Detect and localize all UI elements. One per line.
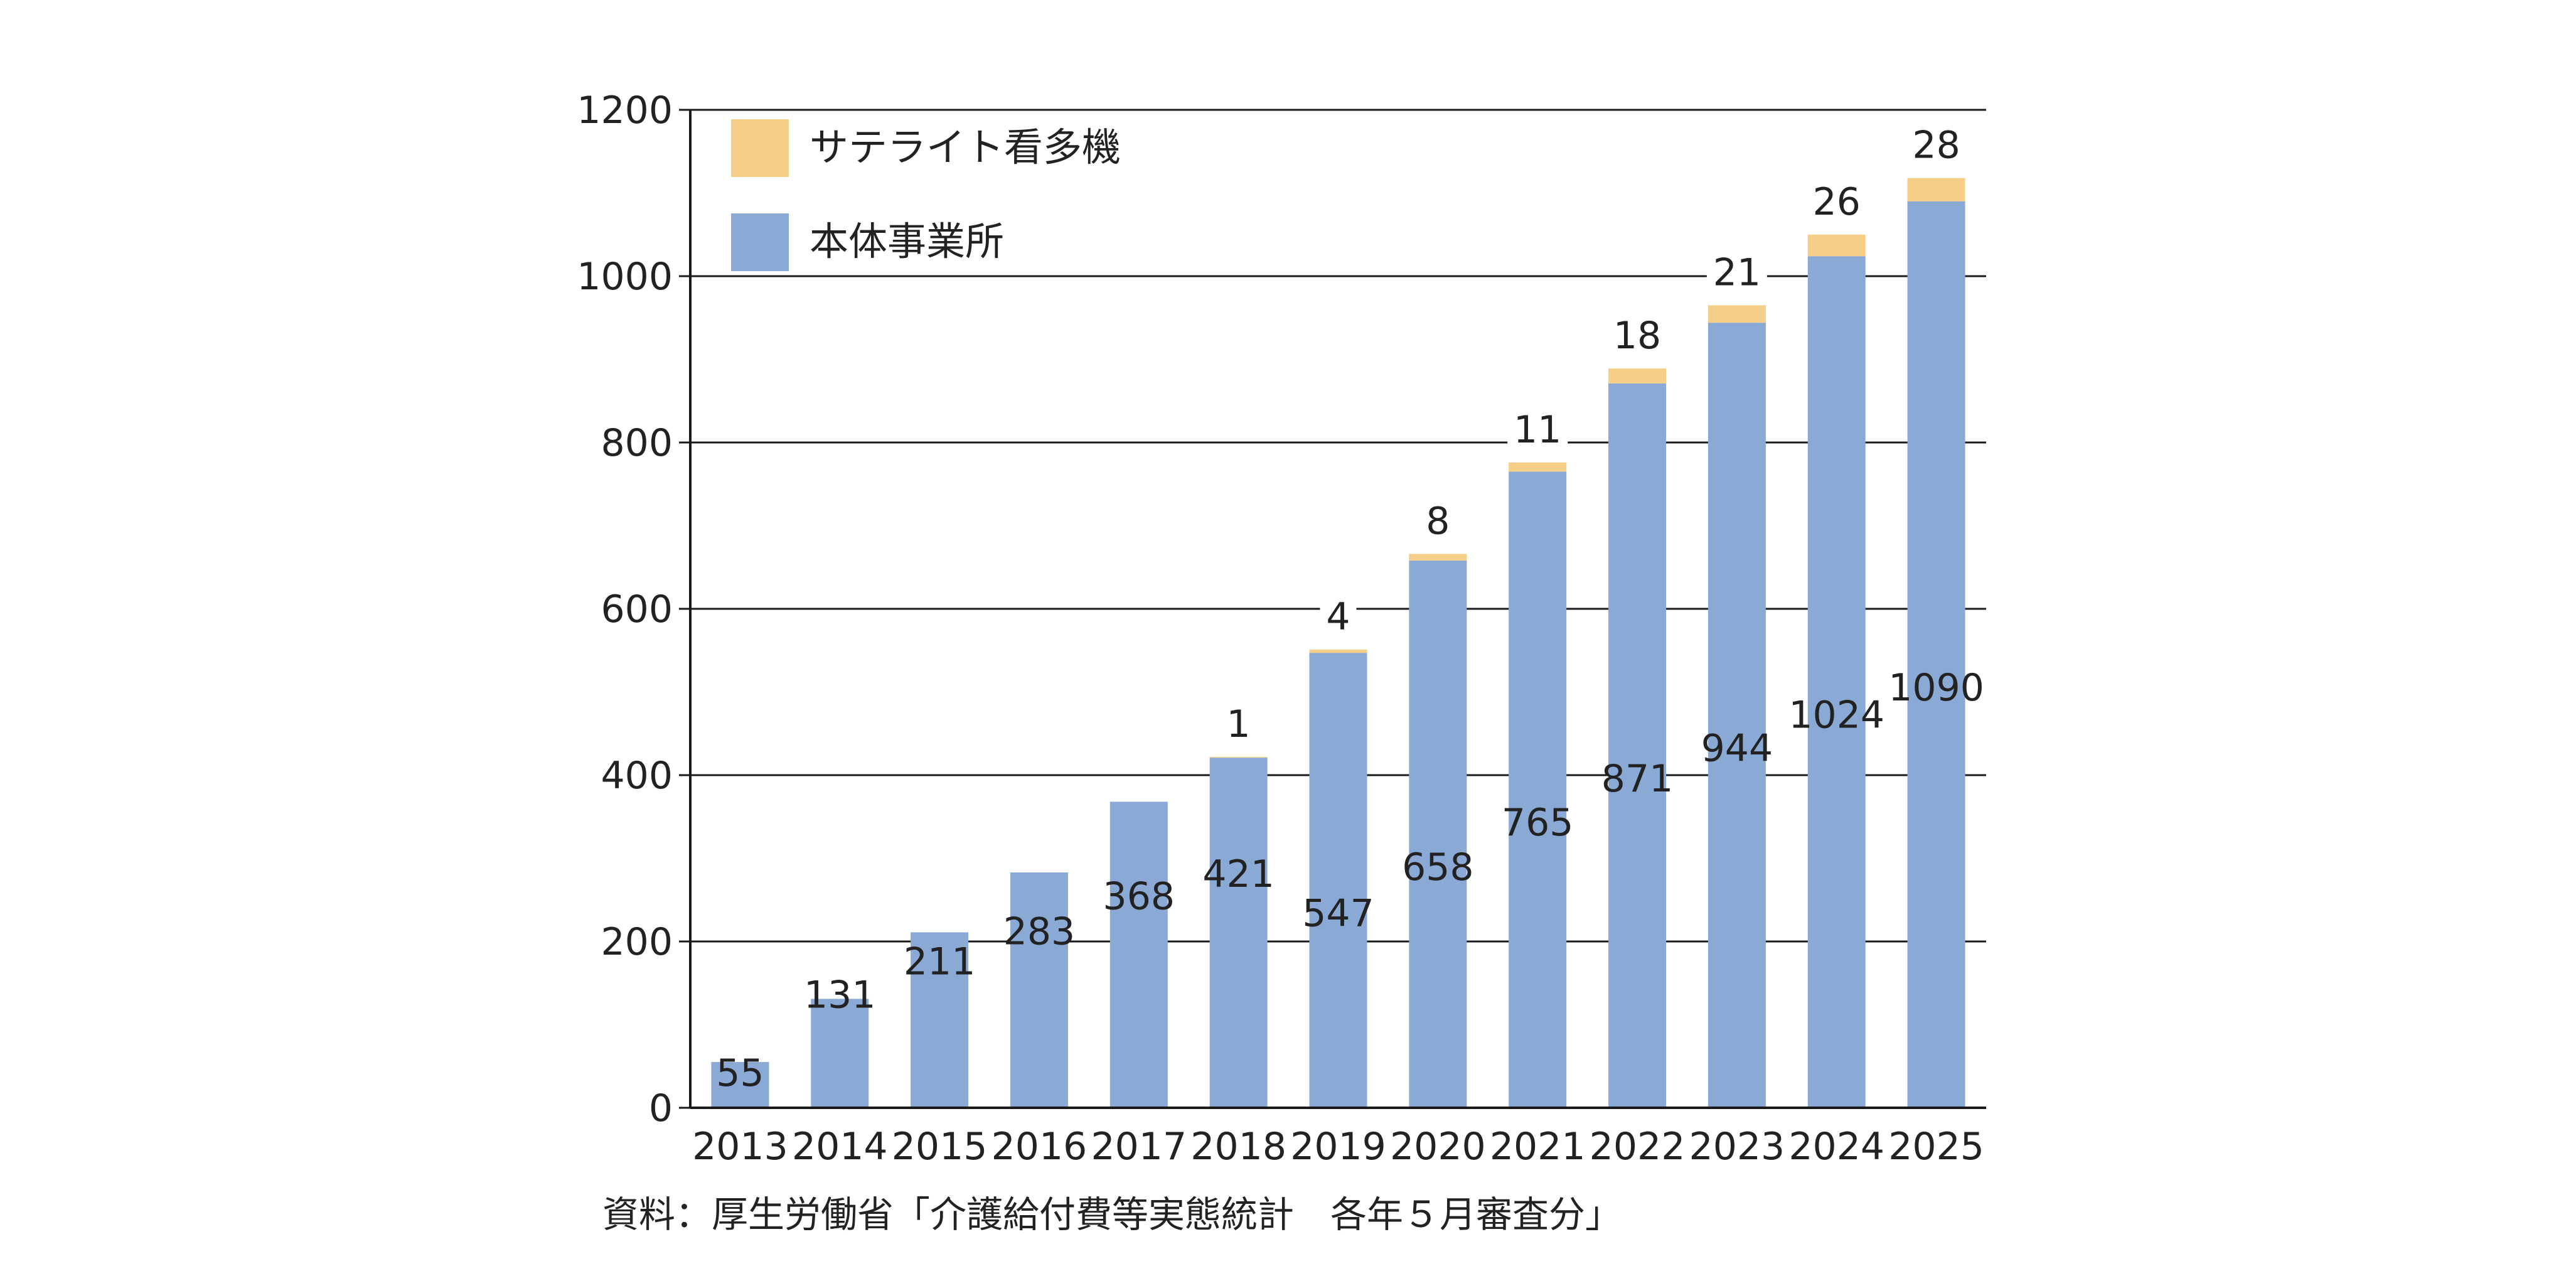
bar-main-office [1509, 471, 1567, 1108]
bar-main-office [1209, 758, 1268, 1108]
label-backdrop [1220, 702, 1257, 747]
legend-swatch-main-office [731, 213, 789, 271]
bar-satellite [1409, 554, 1467, 561]
data-label-satellite: 18 [1613, 314, 1661, 358]
bar-main-office [1109, 802, 1168, 1108]
data-label-main-office: 131 [804, 973, 876, 1017]
x-tick-label: 2015 [892, 1125, 988, 1169]
data-label-satellite: 28 [1912, 124, 1960, 168]
x-tick-label: 2016 [991, 1125, 1088, 1169]
label-backdrop [1906, 124, 1967, 168]
data-label-main-office: 55 [716, 1051, 764, 1095]
bar-satellite [1708, 305, 1766, 323]
y-tick-label: 1200 [577, 88, 673, 132]
bar-satellite [1807, 234, 1866, 257]
x-tick-label: 2017 [1091, 1125, 1187, 1169]
data-label-main-office: 1024 [1788, 693, 1884, 737]
y-tick-label: 0 [649, 1086, 673, 1130]
bar-satellite [1509, 462, 1567, 472]
data-label-main-office: 283 [1003, 910, 1076, 954]
x-tick-label: 2018 [1190, 1125, 1286, 1169]
bar-satellite [1309, 649, 1367, 653]
x-tick-label: 2021 [1490, 1125, 1586, 1169]
bar-satellite [1608, 368, 1667, 383]
bar-main-office [711, 1062, 769, 1108]
x-tick-label: 2022 [1590, 1125, 1686, 1169]
bar-main-office [1807, 256, 1866, 1108]
data-label-main-office: 368 [1103, 874, 1175, 918]
x-tick-label: 2025 [1888, 1125, 1984, 1169]
data-label-satellite: 4 [1326, 595, 1350, 639]
data-label-main-office: 421 [1202, 852, 1275, 896]
x-tick-label: 2014 [792, 1125, 888, 1169]
data-label-satellite: 26 [1813, 180, 1861, 224]
bar-main-office [1608, 383, 1667, 1108]
y-tick-label: 200 [601, 920, 673, 964]
bar-main-office [1010, 872, 1068, 1108]
y-tick-label: 800 [601, 421, 673, 465]
data-label-main-office: 871 [1601, 757, 1674, 801]
data-label-main-office: 944 [1701, 726, 1773, 770]
label-backdrop [1320, 595, 1357, 640]
y-tick-label: 600 [601, 587, 673, 631]
bar-satellite [1209, 756, 1268, 758]
data-label-satellite: 11 [1514, 408, 1561, 452]
data-label-main-office: 1090 [1888, 666, 1984, 710]
data-label-main-office: 765 [1502, 801, 1574, 845]
legend-swatch-satellite [731, 119, 789, 177]
data-label-satellite: 1 [1227, 702, 1251, 746]
x-tick-label: 2019 [1290, 1125, 1386, 1169]
label-backdrop [1706, 251, 1767, 296]
data-label-satellite: 8 [1426, 500, 1450, 544]
axes [679, 109, 1986, 1109]
label-backdrop [1419, 500, 1456, 544]
label-backdrop [1806, 180, 1867, 225]
data-label-main-office: 211 [904, 940, 976, 984]
y-tick-label: 1000 [577, 255, 673, 299]
x-tick-label: 2023 [1689, 1125, 1785, 1169]
y-tick-label: 400 [601, 754, 673, 798]
label-backdrop [1607, 314, 1668, 359]
bar-main-office [1409, 560, 1467, 1108]
x-tick-label: 2020 [1390, 1125, 1486, 1169]
labels: 0 200 400 600 800 1000 1200 2013 55 2014 131 2015 21… [577, 88, 1984, 1169]
bar-main-office [911, 932, 969, 1108]
x-tick-label: 2013 [692, 1125, 788, 1169]
data-label-main-office: 547 [1302, 891, 1374, 935]
bar-main-office [811, 999, 869, 1108]
legend-label-main-office: 本体事業所 [810, 218, 1004, 264]
source-note: 資料：厚生労働省「介護給付費等実態統計 各年５月審査分」 [602, 1193, 1622, 1236]
bar-main-office [1708, 323, 1766, 1108]
bars [711, 178, 1965, 1108]
bar-main-office [1907, 201, 1965, 1108]
bar-satellite [1907, 178, 1965, 201]
bar-main-office [1309, 653, 1367, 1108]
legend-label-satellite: サテライト看多機 [810, 124, 1121, 170]
x-tick-label: 2024 [1788, 1125, 1884, 1169]
data-label-satellite: 21 [1713, 250, 1761, 294]
label-backdrop [1507, 408, 1568, 453]
data-label-main-office: 658 [1402, 845, 1474, 889]
